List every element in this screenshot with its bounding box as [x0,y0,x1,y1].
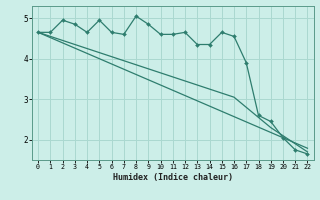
X-axis label: Humidex (Indice chaleur): Humidex (Indice chaleur) [113,173,233,182]
